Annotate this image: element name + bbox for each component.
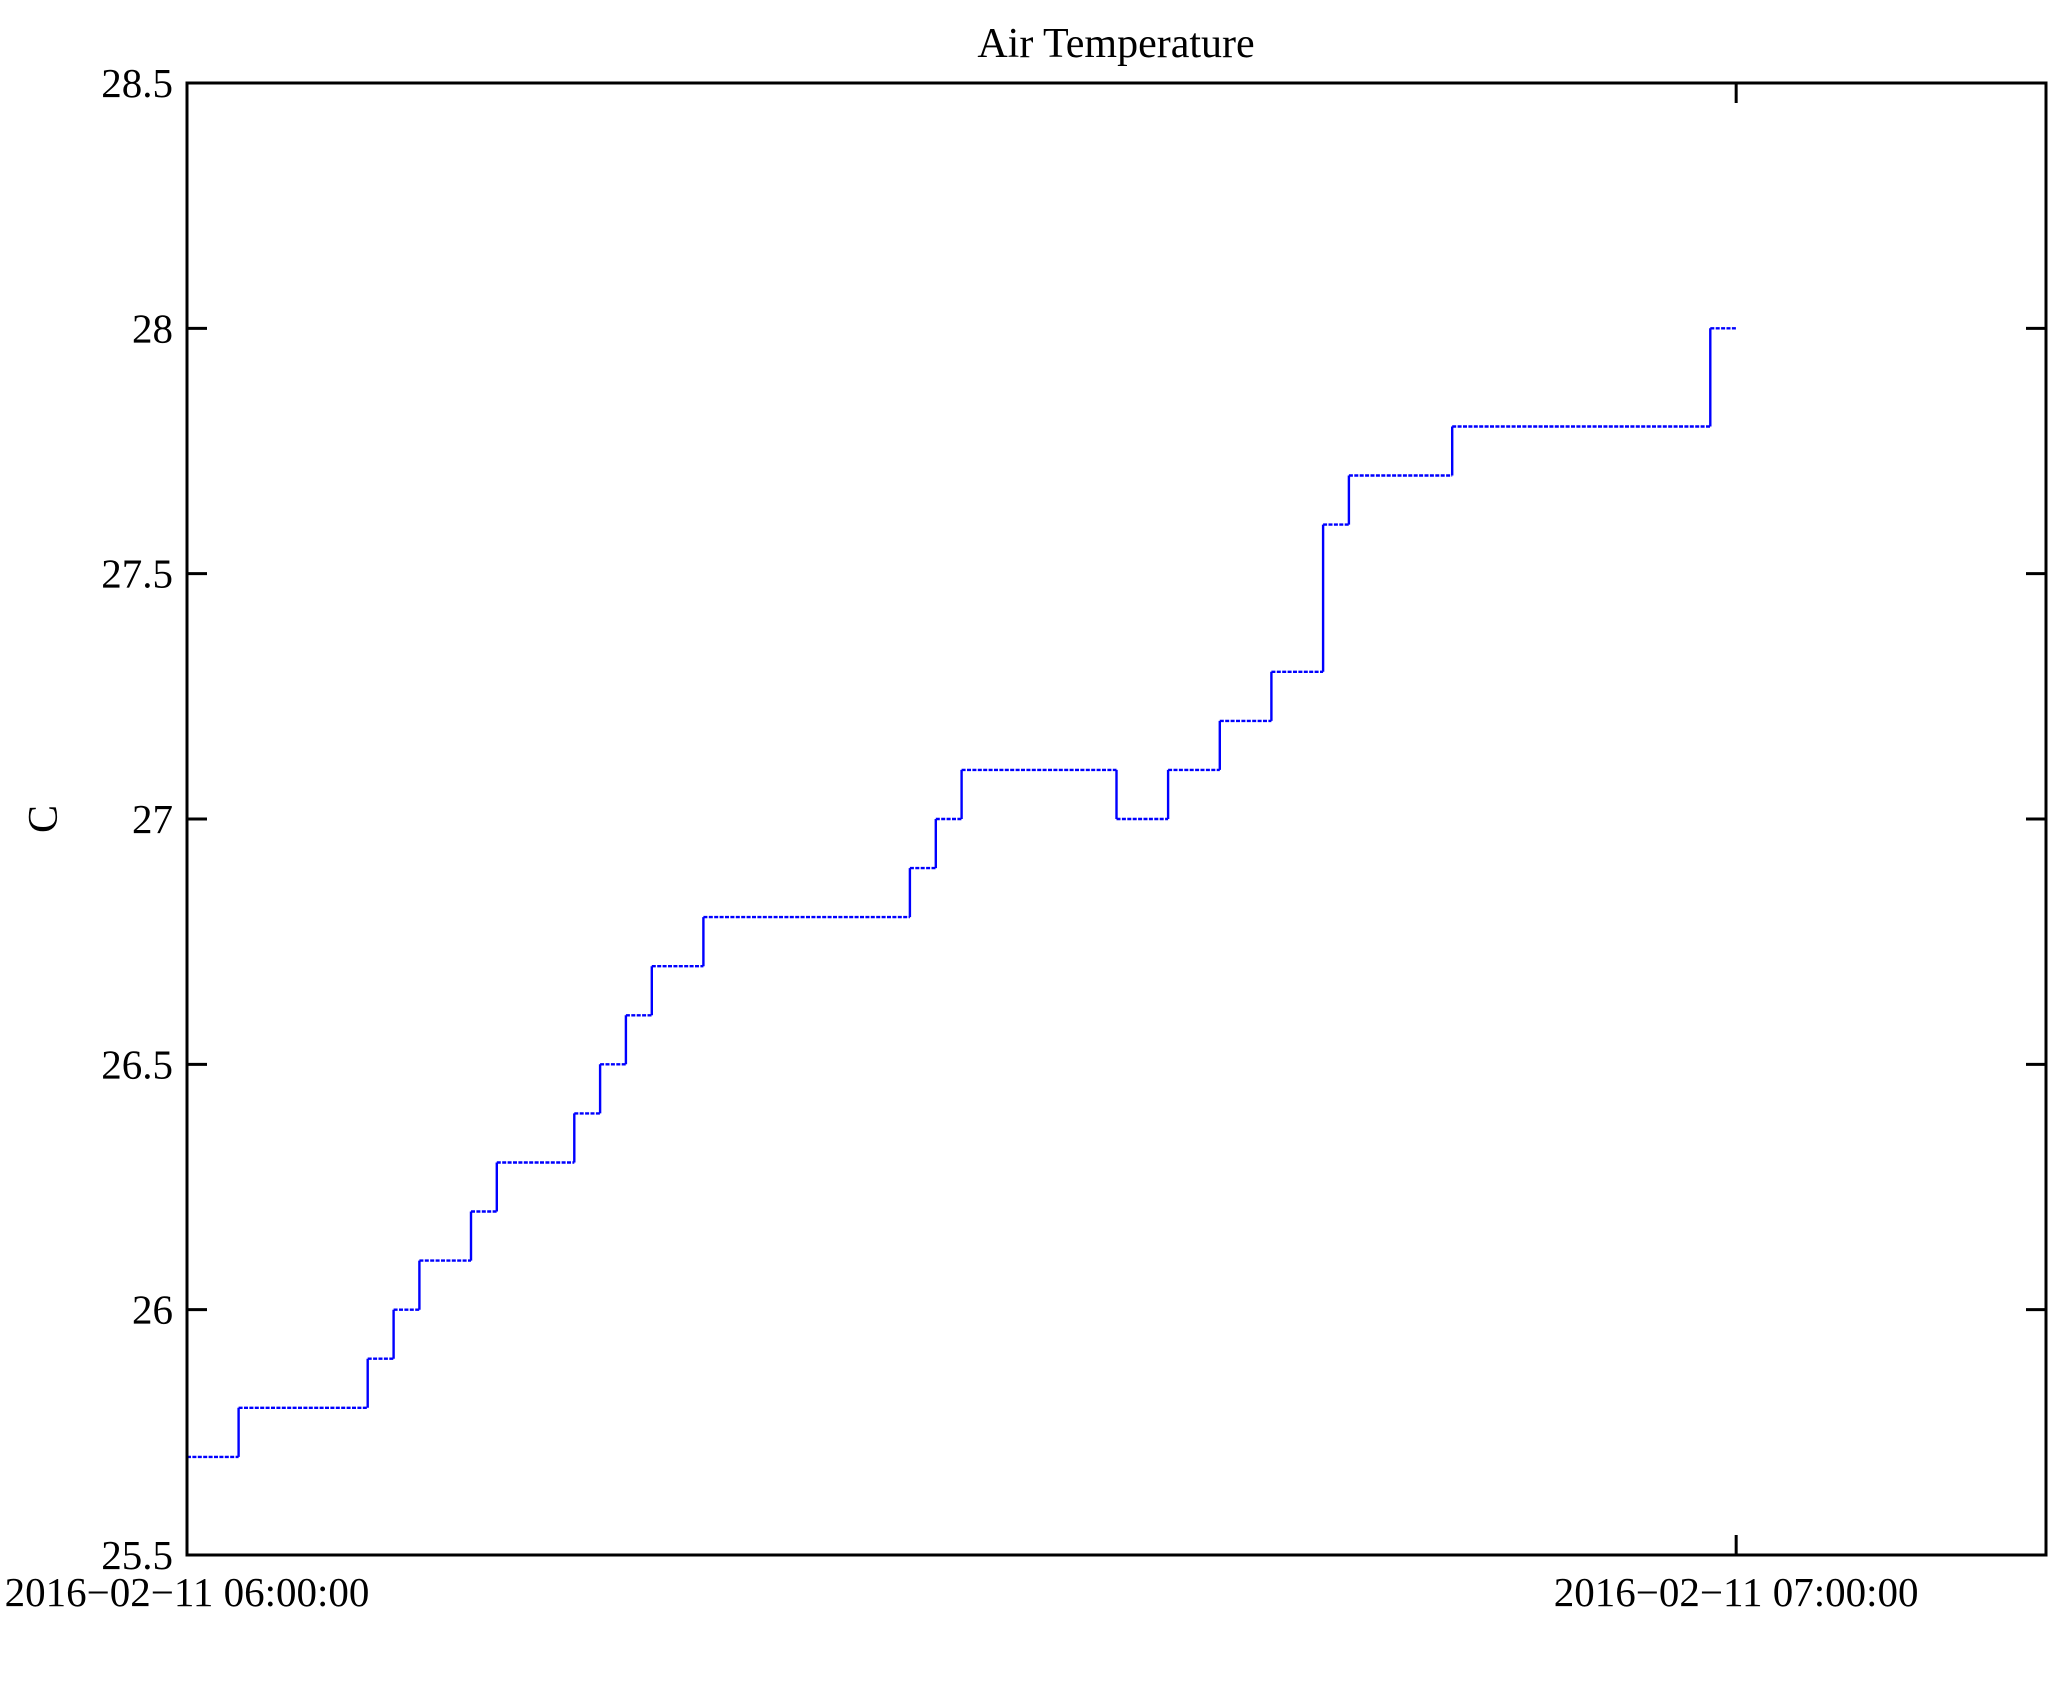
temperature-series-vertical-segments xyxy=(237,328,1712,1457)
temperature-series xyxy=(187,327,1737,1459)
y-tick-label: 26.5 xyxy=(101,1041,173,1087)
x-tick-labels: 2016−02−11 06:00:00 2016−02−11 07:00:00 xyxy=(5,1569,1919,1615)
y-tick-label: 26 xyxy=(132,1287,173,1333)
y-tick-label: 28 xyxy=(132,305,173,351)
temperature-series-horizontal-segments xyxy=(187,327,1737,1459)
y-axis-label: C xyxy=(21,805,67,833)
y-tick-label: 25.5 xyxy=(101,1532,173,1578)
x-tick-label: 2016−02−11 06:00:00 xyxy=(5,1569,370,1615)
chart-title: Air Temperature xyxy=(977,21,1254,67)
x-tick-label: 2016−02−11 07:00:00 xyxy=(1554,1569,1919,1615)
y-tick-label: 28.5 xyxy=(101,60,173,106)
y-tick-label: 27.5 xyxy=(101,551,173,597)
y-tick-labels: 25.5 26 26.5 27 27.5 28 28.5 xyxy=(101,60,173,1578)
plot-frame xyxy=(185,81,2048,1557)
y-tick-label: 27 xyxy=(132,796,173,842)
